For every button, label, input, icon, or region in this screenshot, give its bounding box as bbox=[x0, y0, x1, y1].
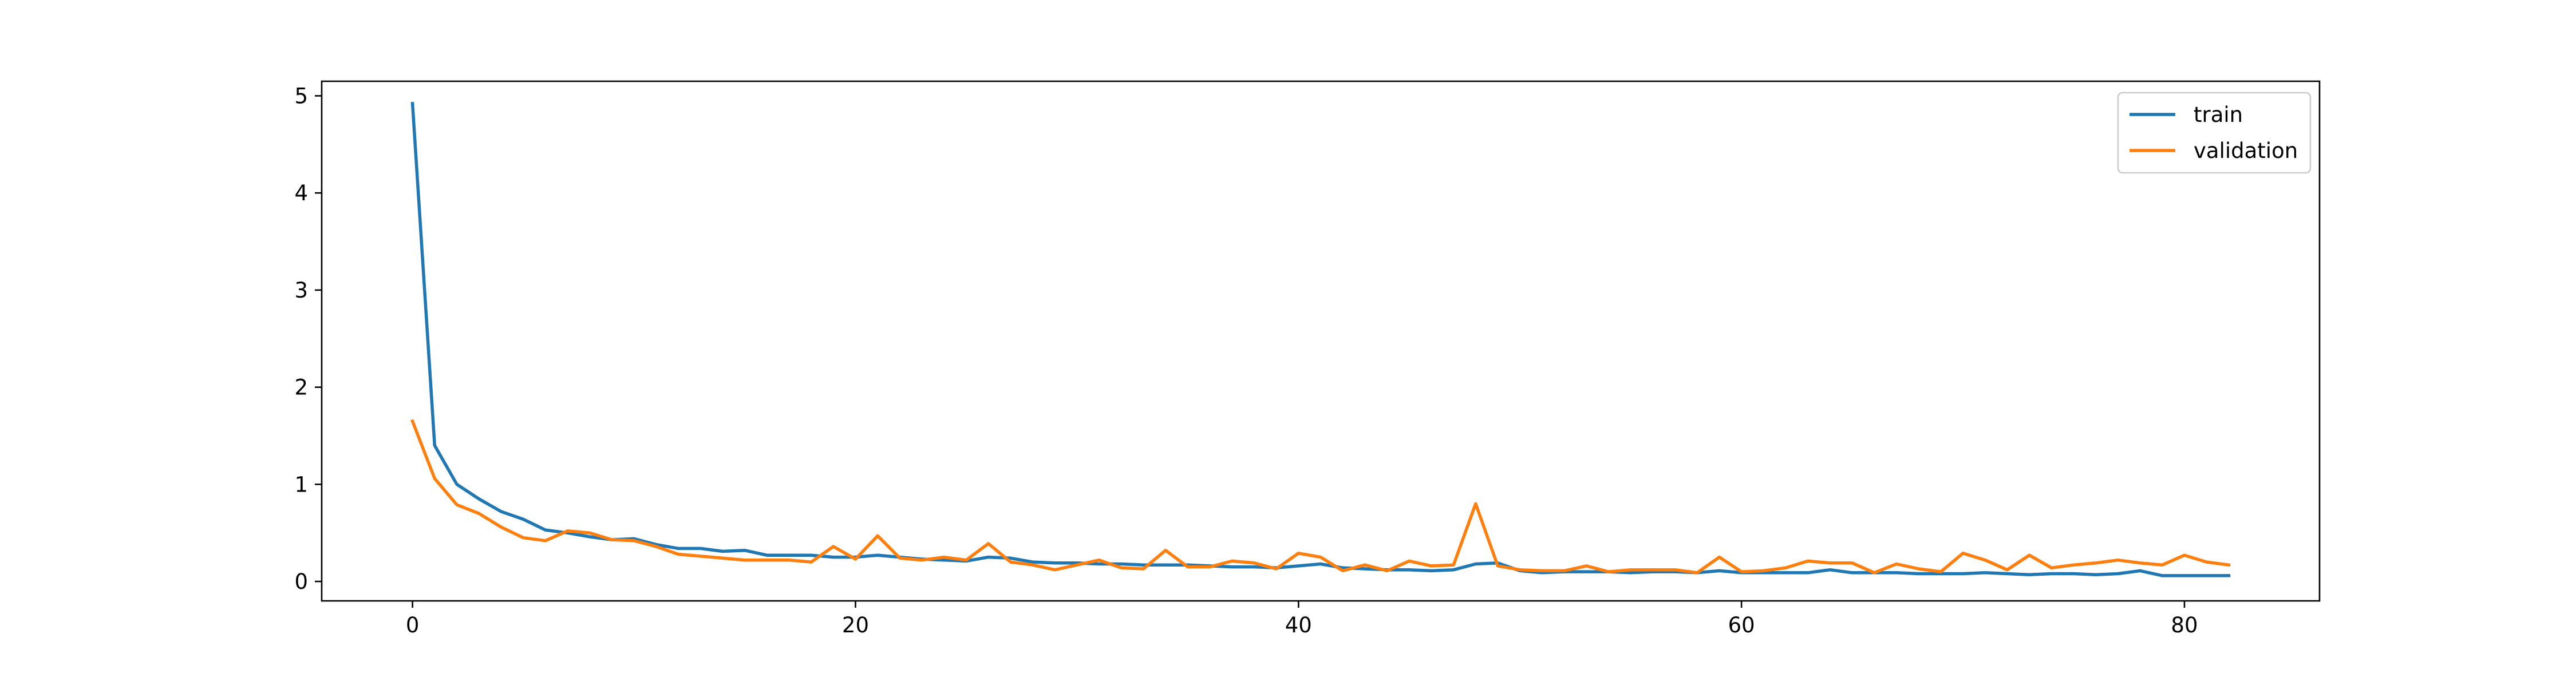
y-tick-label-0: 0 bbox=[294, 569, 308, 594]
legend: train validation bbox=[2117, 92, 2312, 174]
series-line-validation bbox=[410, 419, 2231, 575]
x-tick-label-60: 60 bbox=[1728, 613, 1755, 637]
x-tick-label-0: 0 bbox=[406, 613, 420, 637]
y-tick-label-5: 5 bbox=[294, 84, 308, 108]
legend-label-validation: validation bbox=[2194, 138, 2298, 163]
x-tick-label-20: 20 bbox=[842, 613, 869, 637]
legend-box bbox=[2117, 92, 2312, 174]
marks-layer bbox=[410, 102, 2231, 577]
x-tick-label-80: 80 bbox=[2171, 613, 2198, 637]
x-tick-label-40: 40 bbox=[1285, 613, 1312, 637]
axes-layer: 0 20 40 60 80 0 1 2 3 4 5 bbox=[294, 80, 2321, 637]
series-line-train bbox=[410, 102, 2231, 577]
y-tick-label-3: 3 bbox=[294, 278, 308, 303]
legend-label-train: train bbox=[2194, 102, 2243, 127]
plot-frame bbox=[321, 80, 2321, 602]
y-tick-label-1: 1 bbox=[294, 472, 308, 497]
y-tick-label-2: 2 bbox=[294, 375, 308, 400]
y-tick-label-4: 4 bbox=[294, 181, 308, 205]
